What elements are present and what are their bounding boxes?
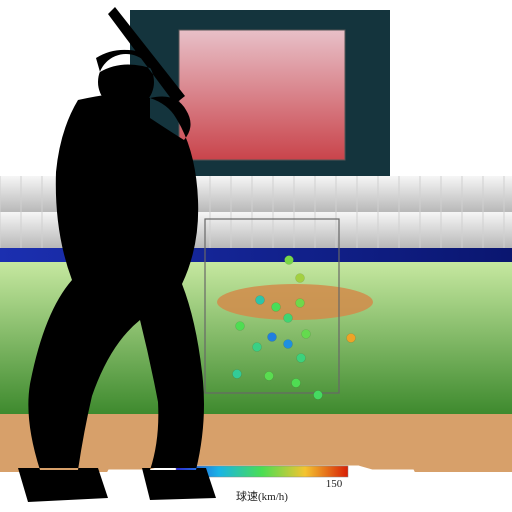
pitch-dot: [314, 391, 323, 400]
pitch-dot: [292, 379, 301, 388]
pitch-dot: [284, 340, 293, 349]
pitch-dot: [302, 330, 311, 339]
legend-tick: 150: [326, 478, 343, 490]
pitch-dot: [265, 372, 274, 381]
pitch-dot: [272, 303, 281, 312]
legend-label: 球速(km/h): [236, 489, 288, 503]
pitch-dot: [297, 354, 306, 363]
scoreboard-screen: [179, 30, 345, 160]
pitch-dot: [256, 296, 265, 305]
mound: [217, 284, 373, 320]
pitch-dot: [285, 256, 294, 265]
pitch-dot: [296, 274, 305, 283]
pitch-dot: [268, 333, 277, 342]
pitch-dot: [233, 370, 242, 379]
pitch-dot: [284, 314, 293, 323]
pitch-dot: [253, 343, 262, 352]
pitch-dot: [347, 334, 356, 343]
pitch-dot: [236, 322, 245, 331]
pitch-location-chart: 100150球速(km/h): [0, 0, 512, 512]
pitch-dot: [296, 299, 305, 308]
